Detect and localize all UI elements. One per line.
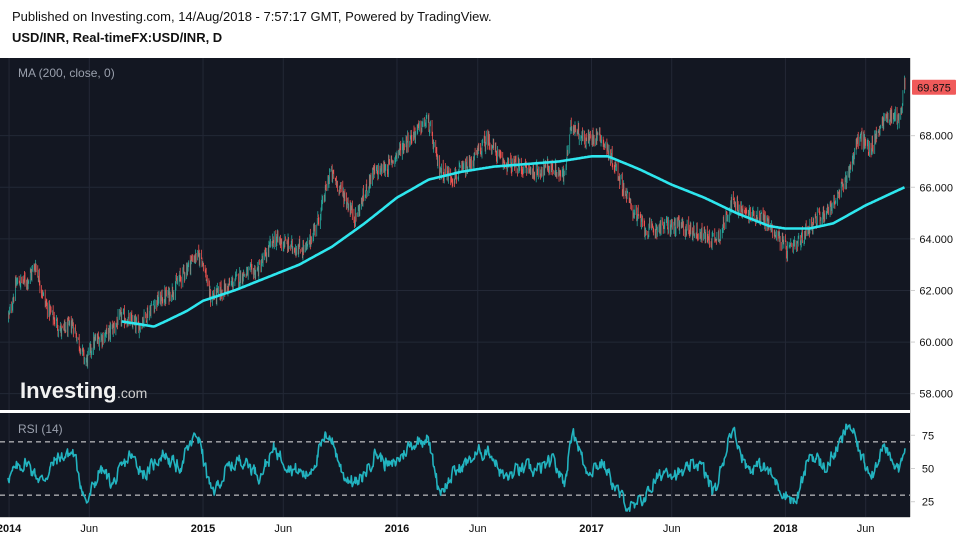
rsi-indicator-label: RSI (14): [18, 422, 63, 436]
investing-logo: Investing .com: [20, 378, 147, 403]
time-tick-label: 2018: [773, 523, 797, 535]
candles-layer: [8, 75, 906, 369]
time-tick-label: 2014: [0, 523, 22, 535]
price-tick-label: 58.000: [919, 389, 953, 401]
price-tick-label: 64.000: [919, 234, 953, 246]
rsi-series-line: [7, 423, 906, 512]
price-tick-label: 68.000: [919, 131, 953, 143]
time-tick-label: 2016: [385, 523, 409, 535]
rsi-tick-label: 50: [922, 463, 934, 475]
time-tick-label: Jun: [857, 523, 875, 535]
rsi-tick-label: 75: [922, 430, 934, 442]
logo-main-text: Investing: [20, 378, 117, 403]
time-tick-label: Jun: [469, 523, 487, 535]
last-price-badge: 69.875: [912, 79, 956, 95]
time-tick-label: Jun: [663, 523, 681, 535]
price-pane-background: [0, 58, 910, 410]
time-tick-label: 2015: [191, 523, 215, 535]
published-caption: Published on Investing.com, 14/Aug/2018 …: [12, 9, 492, 24]
last-price-badge-bg: [912, 79, 956, 95]
time-tick-label: Jun: [274, 523, 292, 535]
ma-indicator-label: MA (200, close, 0): [18, 66, 115, 80]
price-tick-label: 62.000: [919, 285, 953, 297]
ma-series-line: [121, 155, 906, 328]
chart-header: Published on Investing.com, 14/Aug/2018 …: [12, 6, 492, 48]
rsi-guide-lines: [0, 441, 910, 496]
logo-suffix-text: .com: [117, 385, 147, 401]
time-axis-ticks: 2014 Jun 2015 Jun 2016 Jun 2017 Jun 2018 Jun: [0, 523, 875, 535]
chart-svg: Investing .com MA (200, close, 0) 58.000…: [0, 58, 956, 535]
price-tick-label: 66.000: [919, 182, 953, 194]
time-tick-label: 2017: [579, 523, 603, 535]
price-axis-ticks: 58.000 60.000 62.000 64.000 66.000 68.000: [910, 131, 953, 401]
rsi-pane-background: [0, 413, 910, 517]
price-tick-label: 60.000: [919, 337, 953, 349]
symbol-title: USD/INR, Real-timeFX:USD/INR, D: [12, 30, 223, 45]
rsi-axis-ticks: 25 50 75: [910, 430, 934, 509]
time-tick-label: Jun: [80, 523, 98, 535]
grid-layer: [0, 58, 910, 517]
rsi-tick-label: 25: [922, 497, 934, 509]
last-price-value: 69.875: [917, 82, 951, 94]
